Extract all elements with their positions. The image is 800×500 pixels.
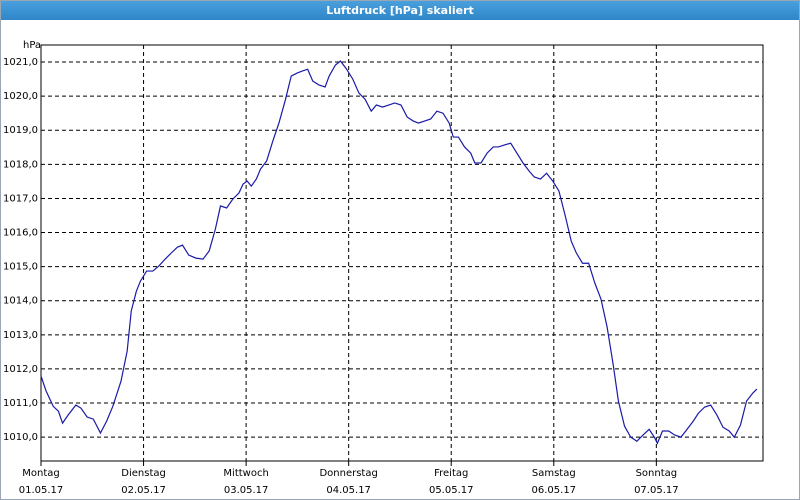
title-bar: Luftdruck [hPa] skaliert [1,1,799,20]
x-tick-label: Samstag [532,468,576,479]
y-tick-label: 1013,0 [3,330,38,341]
y-axis-label: hPa [23,40,41,51]
x-tick-label: Mittwoch [223,468,268,479]
y-tick-label: 1018,0 [3,159,38,170]
x-tick-label: Donnerstag [319,468,377,479]
x-tick-label: 03.05.17 [224,485,269,496]
x-tick-label: Sonntag [636,468,678,479]
x-tick-label: 04.05.17 [326,485,371,496]
y-tick-label: 1012,0 [3,364,38,375]
x-tick-label: 02.05.17 [121,485,166,496]
x-tick-label: 06.05.17 [532,485,577,496]
x-tick-label: 07.05.17 [634,485,679,496]
y-tick-label: 1010,0 [3,432,38,443]
x-tick-label: Montag [22,468,59,479]
x-tick-label: Freitag [434,468,468,479]
y-tick-label: 1011,0 [3,398,38,409]
chart: hPa 1010,0 1011,0 1012,0 1013,0 1014,0 1015,0… [3,40,764,496]
x-tick-label: 05.05.17 [429,485,474,496]
y-tick-label: 1017,0 [3,193,38,204]
y-tick-label: 1014,0 [3,296,38,307]
x-tick-label: 01.05.17 [19,485,64,496]
plot-area [40,44,764,462]
y-tick-label: 1015,0 [3,262,38,273]
data-line [40,60,758,445]
y-tick-label: 1019,0 [3,125,38,136]
y-tick-label: 1016,0 [3,228,38,239]
y-tick-label: 1020,0 [3,91,38,102]
y-tick-label: 1021,0 [3,57,38,68]
x-tick-label: Dienstag [121,468,166,479]
